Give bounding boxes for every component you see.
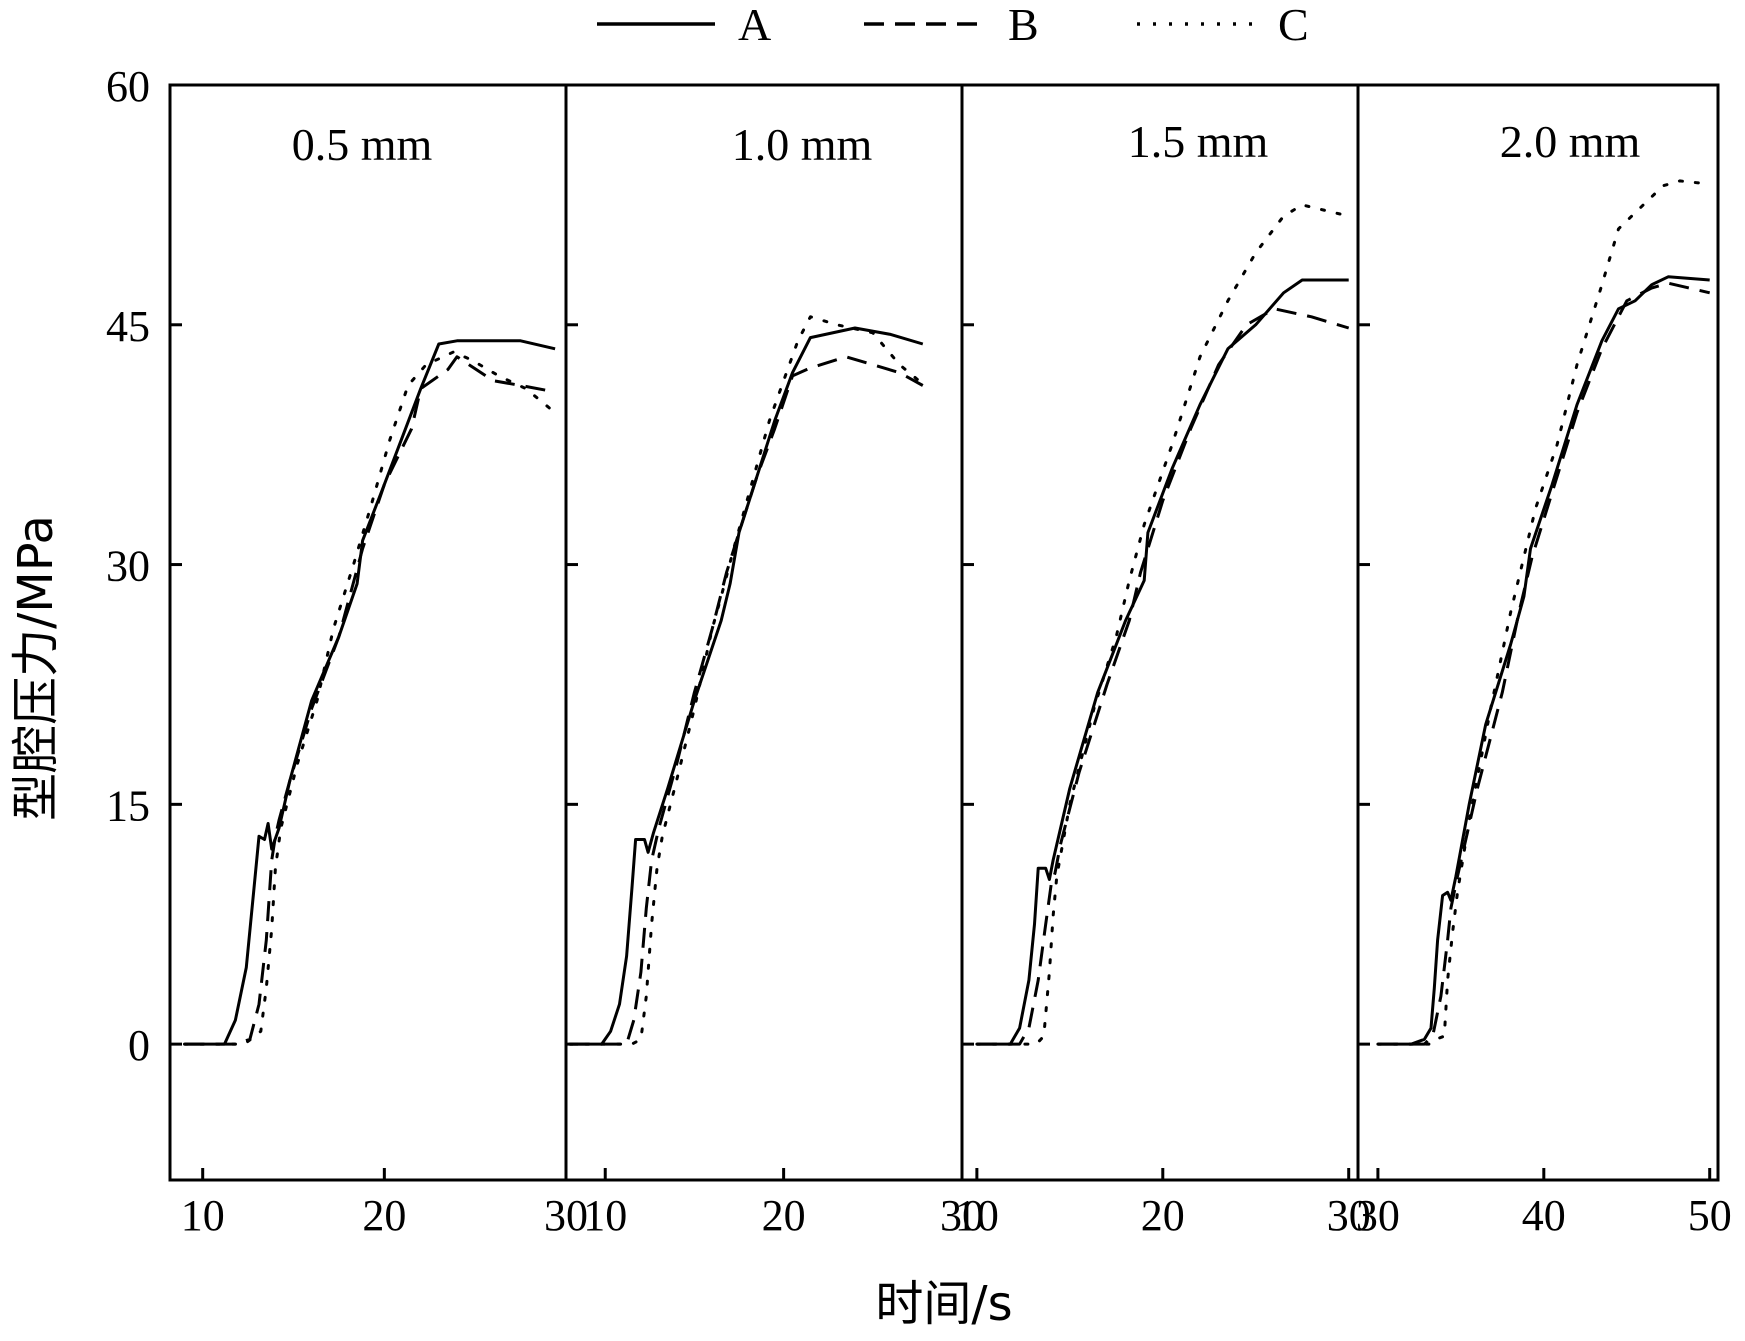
legend-label-c: C (1278, 0, 1309, 50)
y-tick-label: 45 (106, 302, 150, 351)
x-tick-label: 20 (1141, 1191, 1185, 1240)
legend-label-b: B (1008, 0, 1039, 50)
panel-frame (168, 83, 568, 1182)
y-tick-label: 30 (106, 542, 150, 591)
series-b-line (569, 355, 924, 1046)
panel-4: 30 40 50 2.0 mm (1356, 83, 1732, 1240)
x-tick-label: 10 (955, 1191, 999, 1240)
x-tick-label: 30 (1327, 1191, 1371, 1240)
series-a-line (976, 278, 1349, 1046)
y-axis-title: 型腔压力/MPa (8, 515, 64, 821)
x-tick-label: 40 (1522, 1191, 1566, 1240)
panel-3: 10 20 30 1.5 mm (955, 83, 1371, 1240)
x-tick-label: 10 (583, 1191, 627, 1240)
x-tick-label: 30 (940, 1191, 984, 1240)
panel-label: 0.5 mm (292, 119, 433, 170)
series-a-line (569, 326, 924, 1046)
x-tick-label: 10 (181, 1191, 225, 1240)
x-axis-title: 时间/s (875, 1276, 1012, 1332)
panel-frame (564, 83, 964, 1182)
panel-frame (1356, 83, 1720, 1182)
series-b-line (1377, 281, 1711, 1046)
panel-2: 10 20 30 1.0 mm (564, 83, 984, 1240)
series-b-line (184, 355, 556, 1046)
series-c-line (568, 315, 925, 1046)
series-a-line (1377, 275, 1710, 1046)
series-c-line (1376, 179, 1712, 1046)
x-tick-label: 30 (544, 1191, 588, 1240)
y-tick-label: 15 (106, 781, 150, 830)
panel-label: 1.5 mm (1128, 116, 1269, 167)
legend-label-a: A (738, 0, 771, 50)
series-c-line (975, 203, 1351, 1046)
y-tick-label: 60 (106, 62, 150, 111)
panel-label: 2.0 mm (1500, 116, 1641, 167)
x-tick-label: 30 (1356, 1191, 1400, 1240)
x-tick-label: 50 (1688, 1191, 1732, 1240)
x-tick-label: 20 (762, 1191, 806, 1240)
x-tick-label: 20 (362, 1191, 406, 1240)
y-tick-label: 0 (128, 1021, 150, 1070)
panel-label: 1.0 mm (732, 119, 873, 170)
series-a-line (184, 339, 556, 1046)
series-c-line (183, 350, 557, 1046)
panel-1: 10 20 30 0.5 mm (168, 83, 588, 1240)
series-b-line (976, 307, 1350, 1046)
